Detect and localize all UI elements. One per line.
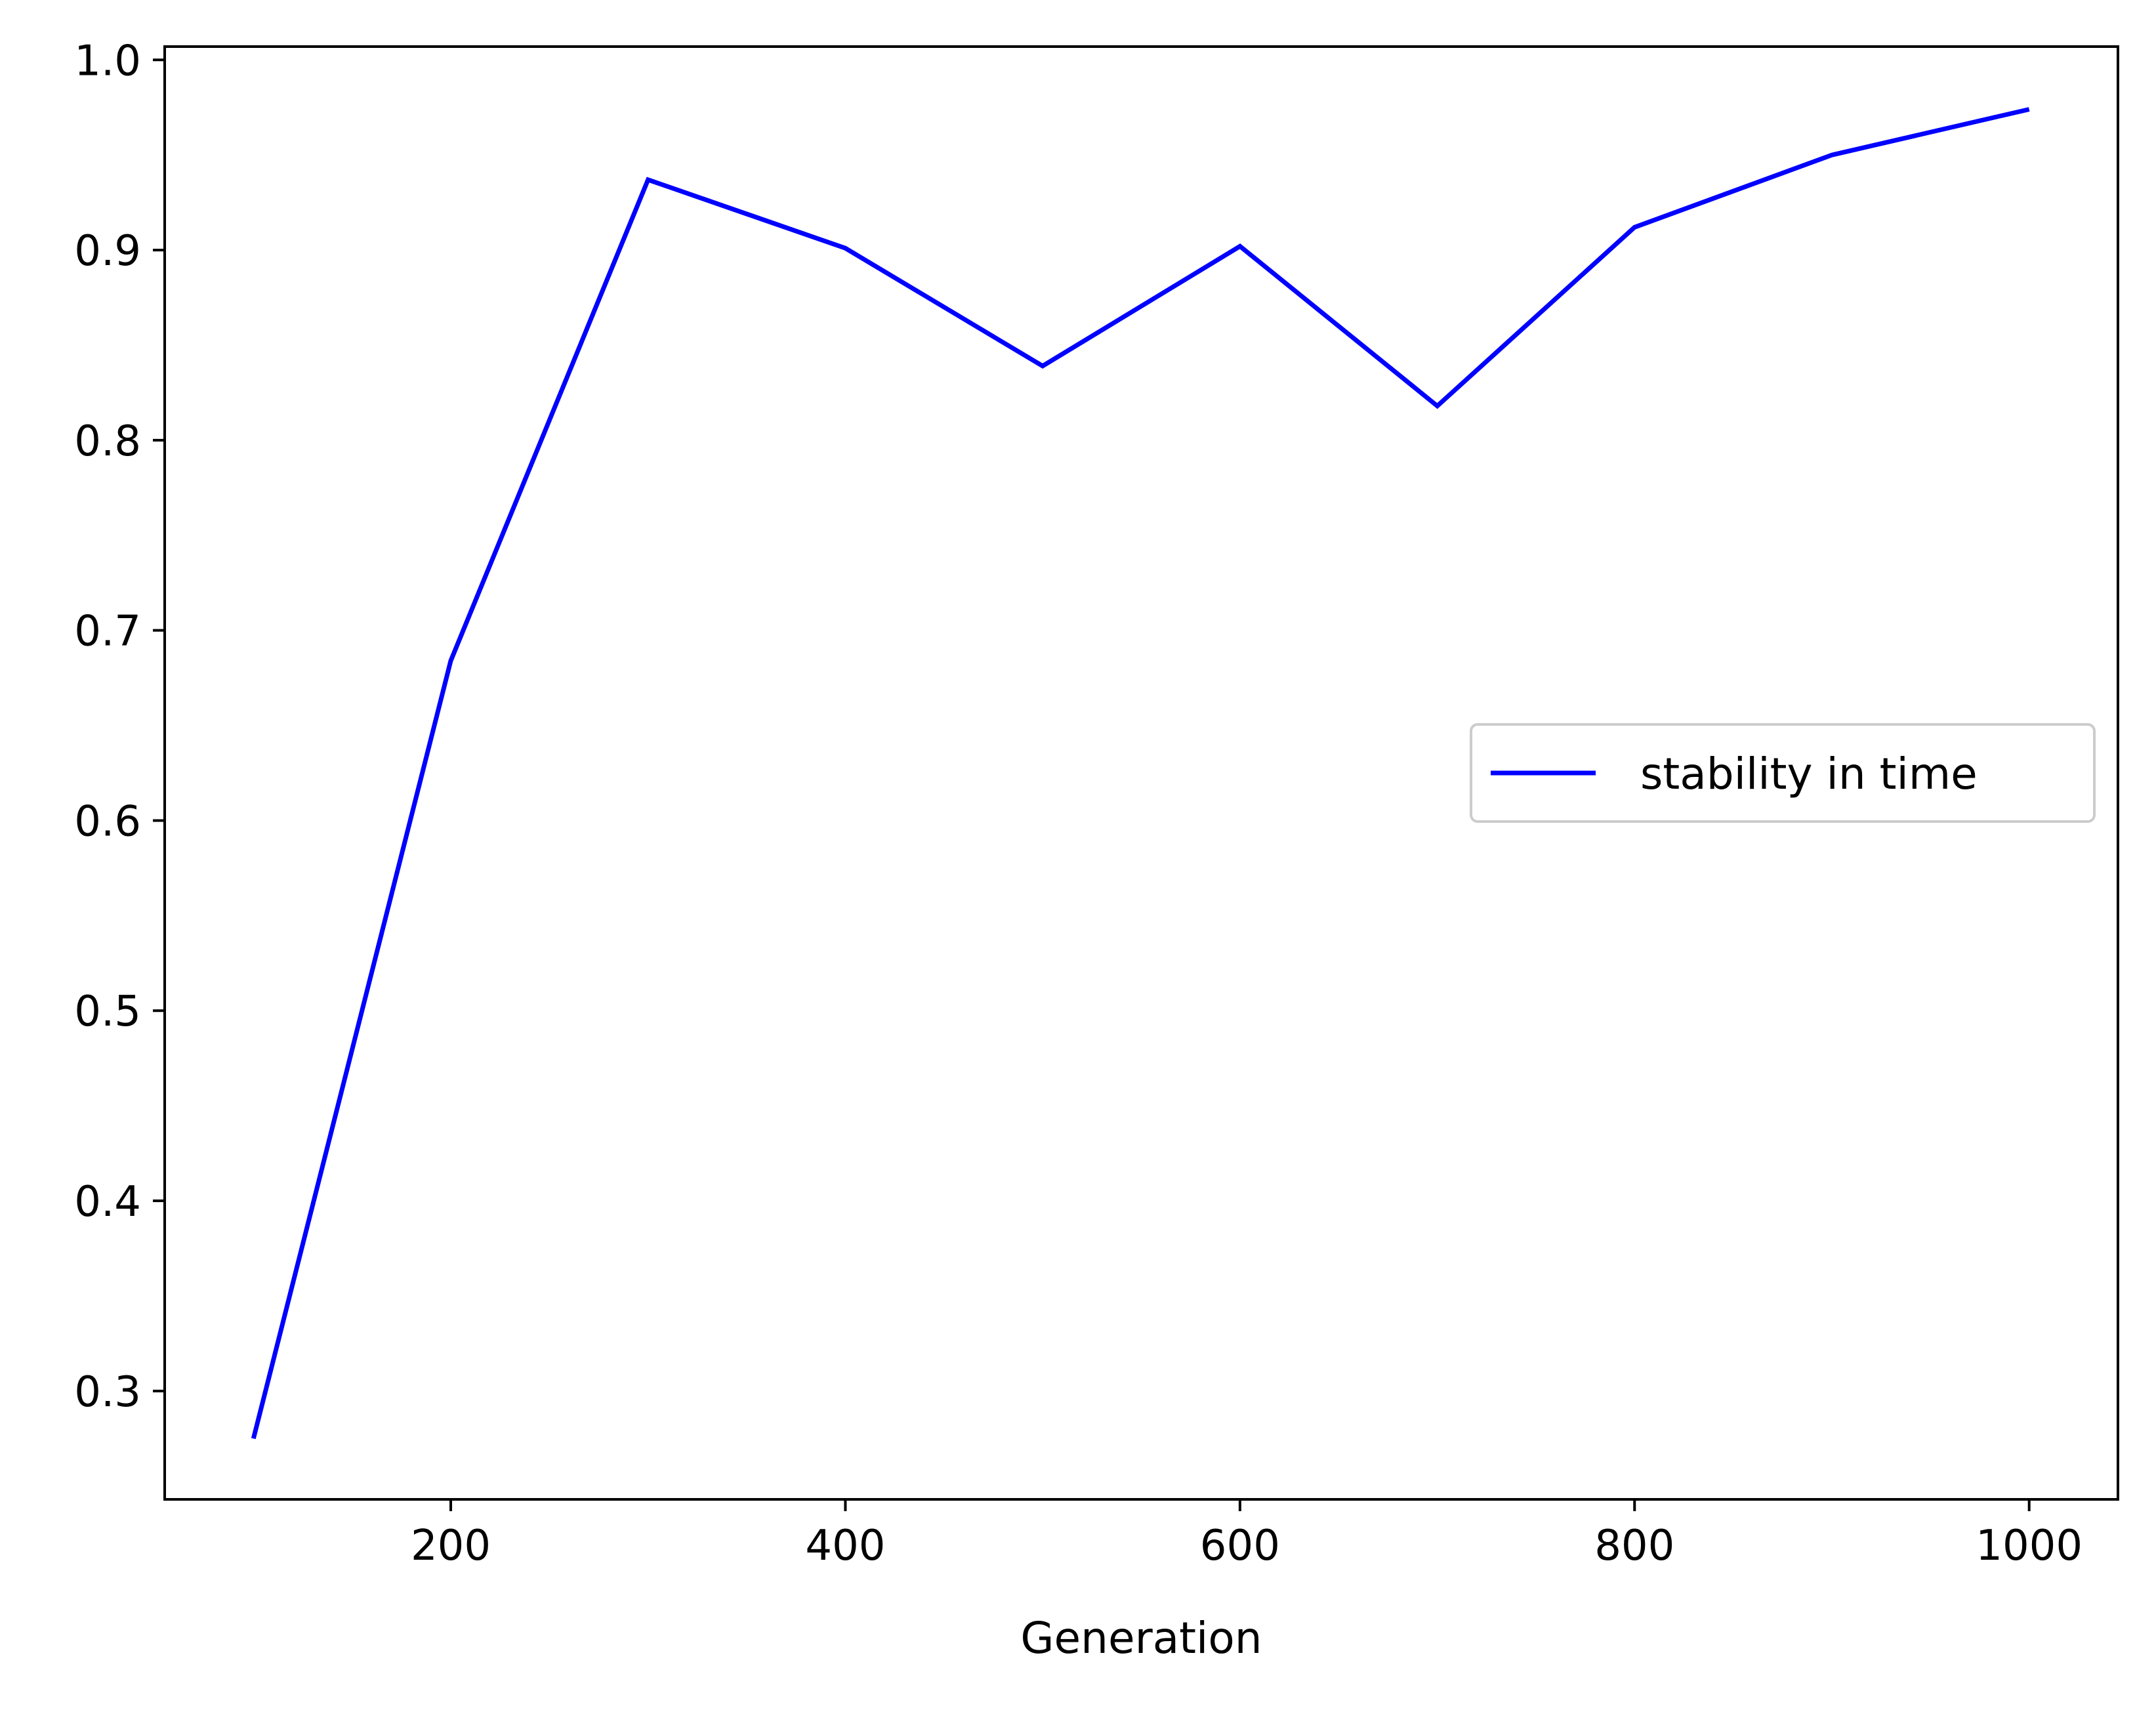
y-axis: 0.3 0.4 0.5 0.6 0.7 0.8 0.9 1.0 [74,37,165,1417]
x-tick-label: 800 [1594,1522,1674,1570]
y-tick-label: 0.3 [74,1368,141,1417]
y-tick-label: 0.4 [74,1178,141,1226]
series-line [251,107,2030,1440]
x-tick-label: 400 [805,1522,885,1570]
y-tick-label: 0.7 [74,608,141,656]
legend: stability in time [1470,723,2096,823]
x-axis: 200 400 600 800 1000 [411,1499,2083,1570]
x-tick-label: 600 [1200,1522,1280,1570]
x-axis-label: Generation [1020,1613,1262,1663]
x-tick-label: 1000 [1976,1522,2083,1570]
y-tick-label: 1.0 [74,37,141,85]
x-tick-label: 200 [411,1522,491,1570]
series-layer [251,107,2030,1440]
y-tick-label: 0.8 [74,417,141,466]
plot-frame [163,45,2119,1501]
legend-label: stability in time [1640,749,1978,799]
y-tick-label: 0.5 [74,988,141,1036]
legend-box [1470,723,2096,823]
y-tick-label: 0.6 [74,797,141,846]
y-tick-label: 0.9 [74,227,141,276]
